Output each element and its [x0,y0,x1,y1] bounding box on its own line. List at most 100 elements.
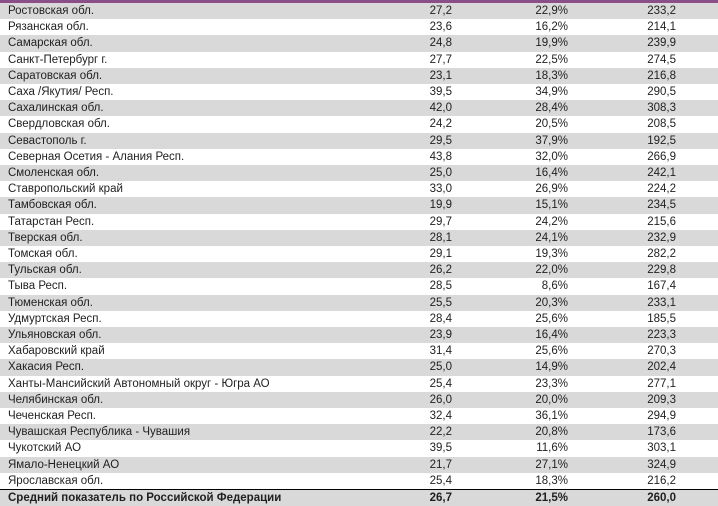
value-cell-1: 31,4 [429,345,452,358]
value-cell-1: 29,7 [429,215,452,228]
table-row: Смоленская обл. 25,0 16,4% 242,1 [0,165,718,182]
value-cell-2: 25,6% [535,345,568,358]
region-name-cell: Ямало-Ненецкий АО [8,458,120,471]
value-cell-2: 25,6% [535,312,568,325]
value-cell-2: 15,1% [535,199,568,212]
region-name-cell: Смоленская обл. [8,167,100,180]
region-name-cell: Ставропольский край [8,183,123,196]
value-cell-1: 25,4 [429,377,452,390]
region-name-cell: Чеченская Респ. [8,410,97,423]
region-name-cell: Тульская обл. [8,264,82,277]
region-name-cell: Сахалинская обл. [8,102,104,115]
value-cell-1: 27,7 [429,53,452,66]
value-cell-3: 324,9 [647,458,676,471]
table-row: Ульяновская обл. 23,9 16,4% 223,3 [0,327,718,344]
value-cell-3: 303,1 [647,442,676,455]
value-cell-3: 239,9 [647,37,676,50]
value-cell-2: 24,2% [535,215,568,228]
region-name-cell: Северная Осетия - Алания Респ. [8,150,185,163]
region-name-cell: Чувашская Республика - Чувашия [8,426,191,439]
value-cell-3: 214,1 [647,21,676,34]
value-cell-1: 29,1 [429,248,452,261]
value-cell-1: 33,0 [429,183,452,196]
table-row: Свердловская обл. 24,2 20,5% 208,5 [0,116,718,133]
table-row: Тульская обл. 26,2 22,0% 229,8 [0,262,718,279]
region-name-cell: Рязанская обл. [8,21,89,34]
summary-row-label: Средний показатель по Российской Федерац… [8,492,282,505]
value-cell-2: 36,1% [535,410,568,423]
region-name-cell: Удмуртская Респ. [8,312,102,325]
table-row: Тверская обл. 28,1 24,1% 232,9 [0,229,718,247]
region-name-cell: Саха /Якутия/ Респ. [8,86,114,99]
value-cell-2: 14,9% [535,361,568,374]
value-cell-2: 26,9% [535,183,568,196]
value-cell-3: 242,1 [647,167,676,180]
region-name-cell: Тыва Респ. [8,280,68,293]
value-cell-3: 277,1 [647,377,676,390]
value-cell-2: 20,5% [535,118,568,131]
value-cell-3: 216,2 [647,474,676,487]
table-row: Хакасия Респ. 25,0 14,9% 202,4 [0,359,718,376]
region-name-cell: Саратовская обл. [8,69,103,82]
value-cell-1: 21,7 [429,458,452,471]
table-row: Ярославская обл. 25,4 18,3% 216,2 [0,472,718,490]
value-cell-1: 22,2 [429,426,452,439]
value-cell-1: 32,4 [429,410,452,423]
table-row: Самарская обл. 24,8 19,9% 239,9 [0,35,718,52]
value-cell-3: 233,2 [647,5,676,17]
value-cell-3: 234,5 [647,199,676,212]
value-cell-1: 28,5 [429,280,452,293]
value-cell-3: 215,6 [647,215,676,228]
table-row: Челябинская обл. 26,0 20,0% 209,3 [0,391,718,409]
value-cell-1: 29,5 [429,134,452,147]
table-row: Ямало-Ненецкий АО 21,7 27,1% 324,9 [0,456,718,473]
table-row: Сахалинская обл. 42,0 28,4% 308,3 [0,100,718,117]
value-cell-1: 25,0 [429,167,452,180]
region-name-cell: Тамбовская обл. [8,199,97,212]
region-name-cell: Хакасия Респ. [8,361,85,374]
value-cell-3: 208,5 [647,118,676,131]
region-name-cell: Ярославская обл. [8,474,104,487]
value-cell-2: 23,3% [535,377,568,390]
value-cell-1: 26,0 [429,393,452,406]
table-row: Хабаровский край 31,4 25,6% 270,3 [0,343,718,360]
value-cell-1: 23,9 [429,329,452,342]
table-row: Томская обл. 29,1 19,3% 282,2 [0,246,718,263]
value-cell-3: 233,1 [647,296,676,309]
table-row: Ханты-Мансийский Автономный округ - Югра… [0,375,718,392]
value-cell-3: 185,5 [647,312,676,325]
region-name-cell: Ханты-Мансийский Автономный округ - Югра… [8,377,270,390]
region-name-cell: Ульяновская обл. [8,329,102,342]
regions-statistics-table: Ростовская обл. 27,2 22,9% 233,2 Рязанск… [0,3,718,506]
value-cell-2: 19,3% [535,248,568,261]
summary-value-cell-3: 260,0 [647,492,676,505]
value-cell-3: 308,3 [647,102,676,115]
value-cell-1: 25,5 [429,296,452,309]
value-cell-2: 32,0% [535,150,568,163]
value-cell-1: 43,8 [429,150,452,163]
value-cell-2: 22,0% [535,264,568,277]
table-row: Ставропольский край 33,0 26,9% 224,2 [0,181,718,198]
value-cell-3: 202,4 [647,361,676,374]
value-cell-3: 274,5 [647,53,676,66]
value-cell-2: 20,3% [535,296,568,309]
value-cell-1: 42,0 [429,102,452,115]
value-cell-1: 23,1 [429,69,452,82]
table-row: Тыва Респ. 28,5 8,6% 167,4 [0,278,718,295]
value-cell-3: 167,4 [647,280,676,293]
region-name-cell: Санкт-Петербург г. [8,53,108,66]
value-cell-3: 192,5 [647,134,676,147]
value-cell-3: 290,5 [647,86,676,99]
value-cell-1: 24,2 [429,118,452,131]
value-cell-3: 209,3 [647,393,676,406]
value-cell-1: 24,8 [429,37,452,50]
table-row: Рязанская обл. 23,6 16,2% 214,1 [0,19,718,36]
value-cell-1: 25,4 [429,474,452,487]
table-row: Северная Осетия - Алания Респ. 43,8 32,0… [0,148,718,166]
region-name-cell: Севастополь г. [8,134,87,147]
value-cell-2: 22,5% [535,53,568,66]
value-cell-2: 27,1% [535,458,568,471]
table-row: Удмуртская Респ. 28,4 25,6% 185,5 [0,310,718,328]
table-row: Саратовская обл. 23,1 18,3% 216,8 [0,67,718,85]
value-cell-3: 223,3 [647,329,676,342]
